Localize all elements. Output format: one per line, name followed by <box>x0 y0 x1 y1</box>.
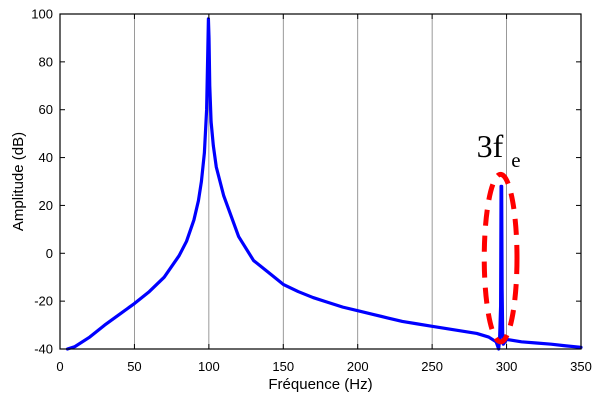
y-tick-label: -40 <box>34 342 53 357</box>
x-tick-label: 0 <box>56 359 63 374</box>
x-tick-label: 200 <box>347 359 369 374</box>
y-tick-label: 60 <box>39 102 53 117</box>
x-tick-label: 150 <box>272 359 294 374</box>
annotation-sub: e <box>511 148 520 172</box>
ticks-layer: 0 50 100 150 200 250 300 350 -40 -20 0 20 40 60 80 100 <box>31 7 592 375</box>
x-axis-label: Fréquence (Hz) <box>268 376 372 393</box>
x-tick-label: 100 <box>198 359 220 374</box>
x-tick-label: 300 <box>496 359 518 374</box>
plot-frame <box>59 13 582 350</box>
y-tick-label: 20 <box>39 198 53 213</box>
spectrum-line <box>65 17 583 351</box>
x-tick-label: 350 <box>570 359 592 374</box>
y-tick-label: 80 <box>39 54 53 69</box>
annotation-main: 3f <box>477 128 504 164</box>
y-tick-label: 0 <box>46 246 53 261</box>
x-tick-label: 50 <box>127 359 141 374</box>
annotation-ellipse <box>481 171 520 345</box>
y-axis-label: Amplitude (dB) <box>10 132 27 231</box>
y-tick-label: 100 <box>31 7 53 22</box>
x-tick-label: 250 <box>421 359 443 374</box>
y-tick-label: -20 <box>34 294 53 309</box>
annotation-label: 3f e <box>477 128 521 172</box>
y-tick-label: 40 <box>39 150 53 165</box>
